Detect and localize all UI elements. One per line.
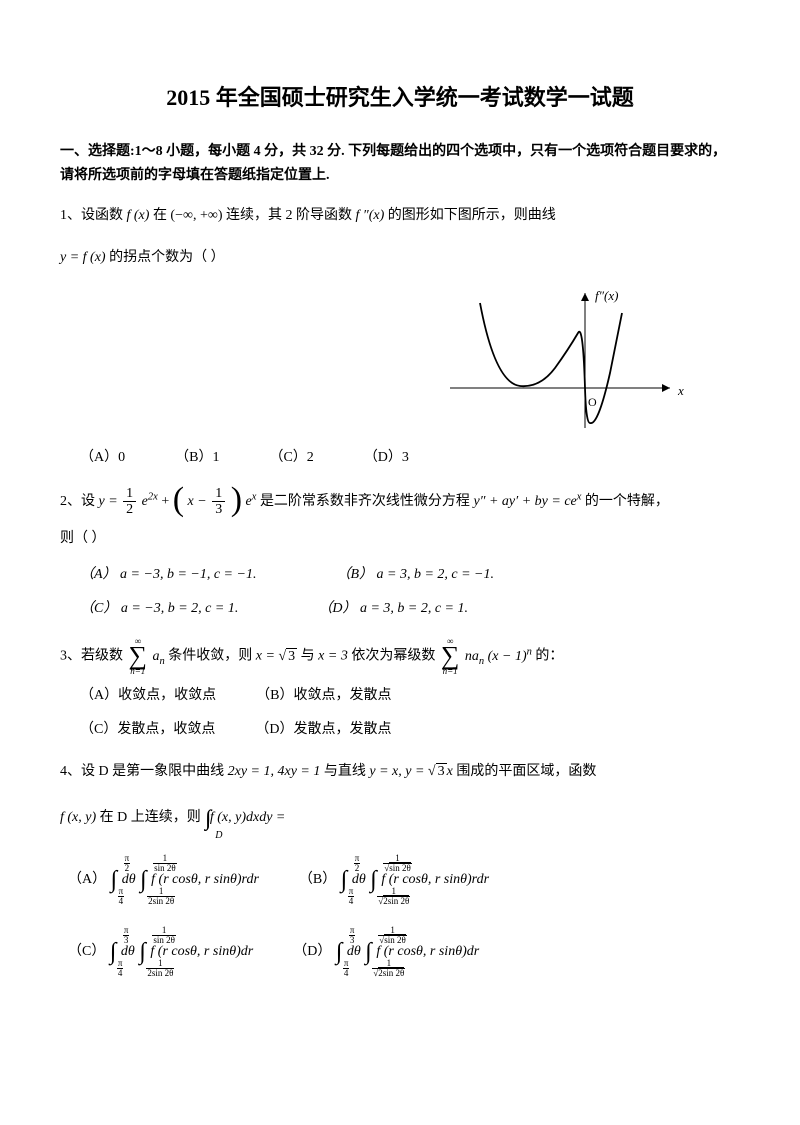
q4-onD: 在 D 上连续，则 <box>100 811 205 826</box>
integral-icon: π3∫π4 <box>336 928 343 976</box>
q2-opt-b: （B） a = 3, b = 2, c = −1. <box>336 561 494 589</box>
q4-opt-d: （D） π3∫π4 dθ 1√sin 2θ∫1√2sin 2θ f (r cos… <box>293 928 479 976</box>
sum-icon-1: ∞∑n=1 <box>129 637 148 676</box>
q2-half: 12 <box>123 486 136 518</box>
q1-text-a: 1、设函数 <box>60 208 127 223</box>
sum-icon-2: ∞∑n=1 <box>441 637 460 676</box>
graph-y-label: f″(x) <box>595 283 618 309</box>
q3-and: 与 <box>301 649 319 664</box>
integral-icon: 1√sin 2θ∫1√2sin 2θ <box>370 856 377 904</box>
q3-opt-c: （C）发散点，收敛点 <box>80 716 215 744</box>
q1-text-b: 在 (−∞, +∞) 连续，其 2 阶导函数 <box>153 208 356 223</box>
q2-pre: 2、设 <box>60 494 99 509</box>
q3-options-row2: （C）发散点，收敛点 （D）发散点，发散点 <box>80 716 740 744</box>
q3-mid1: 条件收敛，则 <box>168 649 256 664</box>
q4-lines-a: y = x, y = <box>369 764 428 779</box>
lparen-icon: ( <box>173 486 184 513</box>
q4-fxy: f (x, y) <box>60 811 96 826</box>
q4-options: （A） π2∫π4 dθ 1sin 2θ∫12sin 2θ f (r cosθ,… <box>68 856 740 988</box>
q2-post: 的一个特解， <box>585 494 669 509</box>
q4-mid1: 与直线 <box>324 764 370 779</box>
q2-then: 则（ ） <box>60 525 740 553</box>
q1-yfx: y = f (x) <box>60 250 106 265</box>
q3-opt-a: （A）收敛点，收敛点 <box>80 682 216 710</box>
integral-icon: 1sin 2θ∫12sin 2θ <box>139 928 146 976</box>
q1-opt-c: （C）2 <box>269 444 313 472</box>
q2-mid: 是二阶常系数非齐次线性微分方程 <box>260 494 474 509</box>
q2-third: 13 <box>212 486 225 518</box>
q1-options: （A）0 （B）1 （C）2 （D）3 <box>80 444 740 472</box>
q3-an: an <box>153 649 165 664</box>
q1-fx: f (x) <box>127 208 150 223</box>
page-title: 2015 年全国硕士研究生入学统一考试数学一试题 <box>60 80 740 112</box>
q3-xm1: (x − 1)n <box>488 649 532 664</box>
q3-mid2: 依次为幂级数 <box>351 649 439 664</box>
q2-opt-c: （C） a = −3, b = 2, c = 1. <box>80 595 238 623</box>
q3-nan: nan <box>465 649 484 664</box>
question-1: 1、设函数 f (x) 在 (−∞, +∞) 连续，其 2 阶导函数 f ″(x… <box>60 202 740 472</box>
q2-opt-d: （D） a = 3, b = 2, c = 1. <box>318 595 468 623</box>
q1-opt-a: （A）0 <box>80 444 125 472</box>
q2-e2x: e2x <box>142 494 158 509</box>
q2-options-row1: （A） a = −3, b = −1, c = −1. （B） a = 3, b… <box>80 561 740 589</box>
integral-icon: 1sin 2θ∫12sin 2θ <box>140 856 147 904</box>
sqrt-icon-2: √3 <box>428 758 447 786</box>
q4-lines-b: x <box>447 764 453 779</box>
q2-ex: ex <box>246 494 257 509</box>
question-4: 4、设 D 是第一象限中曲线 2xy = 1, 4xy = 1 与直线 y = … <box>60 758 740 988</box>
q3-options-row1: （A）收敛点，收敛点 （B）收敛点，发散点 <box>80 682 740 710</box>
q4-integrand: f (x, y)dxdy = <box>210 811 286 826</box>
integral-icon: π3∫π4 <box>110 928 117 976</box>
q4-mid2: 围成的平面区域，函数 <box>456 764 596 779</box>
integral-icon: 1√sin 2θ∫1√2sin 2θ <box>365 928 372 976</box>
graph-origin-label: O <box>588 390 597 414</box>
q1-text-c: 的图形如下图所示，则曲线 <box>388 208 556 223</box>
q3-opt-b: （B）收敛点，发散点 <box>256 682 391 710</box>
q1-fppx: f ″(x) <box>356 208 385 223</box>
q4-opt-b: （B） π2∫π4 dθ 1√sin 2θ∫1√2sin 2θ f (r cos… <box>299 856 489 904</box>
q1-opt-d: （D）3 <box>364 444 409 472</box>
q3-post: 的： <box>535 649 563 664</box>
q1-text-d: 的拐点个数为（ ） <box>109 250 225 265</box>
question-2: 2、设 y = 12 e2x + ( x − 13 ) ex 是二阶常系数非齐次… <box>60 486 740 624</box>
q2-opt-a: （A） a = −3, b = −1, c = −1. <box>80 561 256 589</box>
q2-plus: + <box>161 494 172 509</box>
graph-x-label: x <box>678 378 684 404</box>
q4-opt-c: （C） π3∫π4 dθ 1sin 2θ∫12sin 2θ f (r cosθ,… <box>68 928 253 976</box>
rparen-icon: ) <box>231 486 242 513</box>
question-3: 3、若级数 ∞∑n=1 an 条件收敛，则 x = √3 与 x = 3 依次为… <box>60 637 740 744</box>
q2-ode: y″ + ay′ + by = cex <box>473 494 581 509</box>
q2-xminus: x − <box>188 494 211 509</box>
q3-x3: x = 3 <box>318 649 348 664</box>
q3-xeq: x = <box>256 649 279 664</box>
q4-curves: 2xy = 1, 4xy = 1 <box>228 764 321 779</box>
q1-graph: f″(x) x O <box>440 278 700 438</box>
integral-icon: π2∫π4 <box>341 856 348 904</box>
q2-options-row2: （C） a = −3, b = 2, c = 1. （D） a = 3, b =… <box>80 595 740 623</box>
q4-pre: 4、设 D 是第一象限中曲线 <box>60 764 228 779</box>
q3-opt-d: （D）发散点，发散点 <box>255 716 391 744</box>
sqrt-icon-1: √3 <box>278 643 297 671</box>
q3-pre: 3、若级数 <box>60 649 127 664</box>
q1-opt-b: （B）1 <box>175 444 219 472</box>
section-instructions: 一、选择题:1～8 小题，每小题 4 分，共 32 分. 下列每题给出的四个选项… <box>60 140 740 188</box>
integral-icon: π2∫π4 <box>111 856 118 904</box>
q4-opt-a: （A） π2∫π4 dθ 1sin 2θ∫12sin 2θ f (r cosθ,… <box>68 856 259 904</box>
